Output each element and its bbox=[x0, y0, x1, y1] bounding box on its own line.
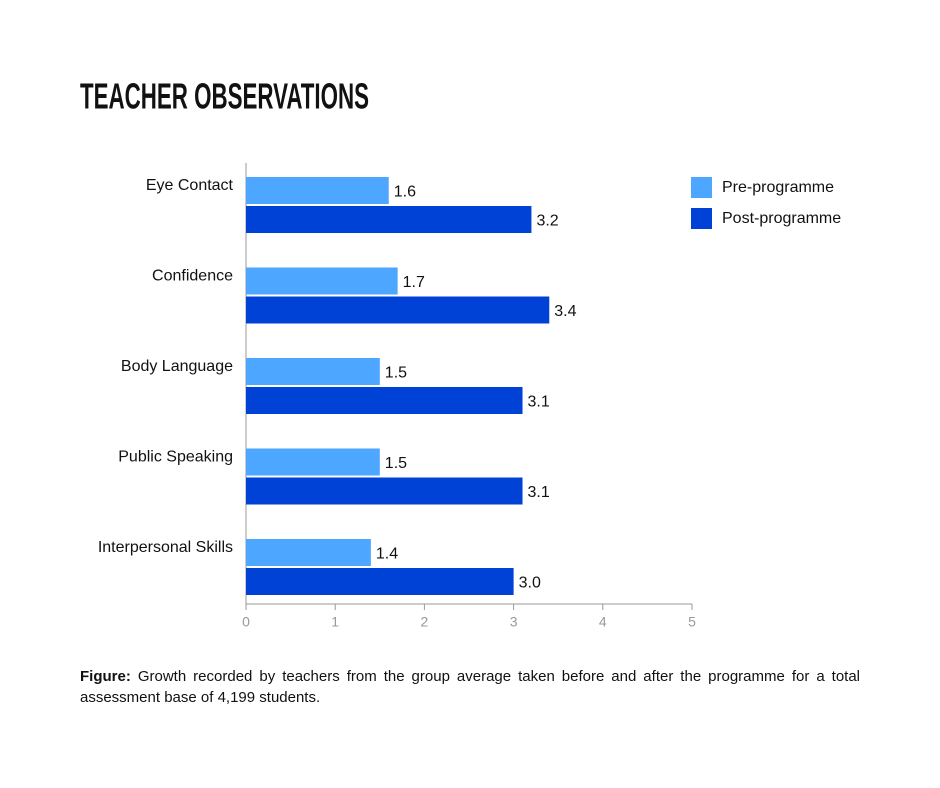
data-label: 1.5 bbox=[385, 455, 407, 472]
y-tick-label: Public Speaking bbox=[118, 449, 233, 466]
chart-title: TEACHER OBSERVATIONS bbox=[80, 76, 369, 117]
data-label: 1.4 bbox=[376, 546, 398, 563]
x-tick-label: 1 bbox=[331, 614, 339, 630]
x-tick-label: 0 bbox=[242, 614, 250, 630]
data-label: 3.0 bbox=[519, 575, 541, 592]
x-tick-label: 3 bbox=[510, 614, 518, 630]
caption: Figure: Growth recorded by teachers from… bbox=[80, 666, 860, 708]
caption-text: Growth recorded by teachers from the gro… bbox=[80, 668, 860, 706]
bar bbox=[246, 206, 532, 233]
data-label: 1.6 bbox=[394, 184, 416, 201]
legend-swatch bbox=[691, 177, 712, 198]
y-tick-label: Interpersonal Skills bbox=[98, 539, 233, 556]
data-label: 3.2 bbox=[536, 213, 558, 230]
data-label: 1.7 bbox=[403, 274, 425, 291]
x-tick-label: 4 bbox=[599, 614, 607, 630]
bar bbox=[246, 568, 514, 595]
bar bbox=[246, 177, 389, 204]
bar bbox=[246, 539, 371, 566]
y-tick-label: Body Language bbox=[121, 358, 233, 375]
bar bbox=[246, 477, 523, 505]
data-label: 3.4 bbox=[554, 303, 576, 320]
legend-label: Pre-programme bbox=[722, 179, 834, 196]
legend-swatch bbox=[691, 208, 712, 229]
bar bbox=[246, 267, 398, 295]
y-tick-label: Eye Contact bbox=[146, 177, 234, 194]
bar bbox=[246, 387, 523, 414]
bar bbox=[246, 296, 550, 324]
data-label: 3.1 bbox=[528, 394, 550, 411]
x-tick-label: 2 bbox=[421, 614, 429, 630]
bar bbox=[246, 358, 380, 385]
caption-label: Figure: bbox=[80, 668, 131, 685]
y-tick-label: Confidence bbox=[152, 268, 233, 285]
bar bbox=[246, 448, 380, 476]
legend-label: Post-programme bbox=[722, 210, 841, 227]
data-label: 3.1 bbox=[528, 484, 550, 501]
x-tick-label: 5 bbox=[688, 614, 696, 630]
data-label: 1.5 bbox=[385, 365, 407, 382]
